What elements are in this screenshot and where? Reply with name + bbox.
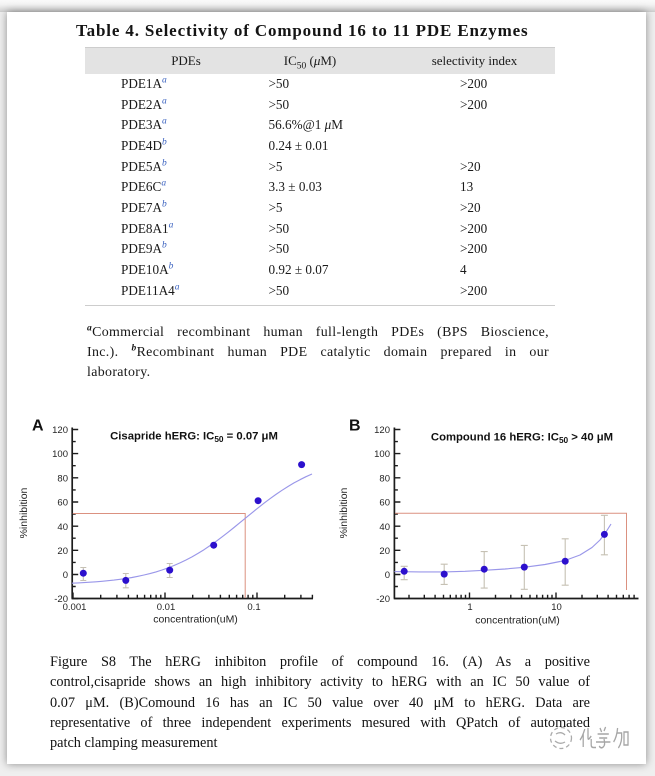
svg-text:-20: -20: [54, 594, 68, 605]
svg-text:80: 80: [57, 473, 68, 484]
svg-text:B: B: [349, 418, 361, 435]
svg-text:concentration(uM): concentration(uM): [153, 614, 238, 626]
svg-text:120: 120: [374, 425, 390, 436]
svg-text:80: 80: [379, 473, 390, 484]
svg-text:concentration(uM): concentration(uM): [475, 615, 560, 627]
svg-text:0.01: 0.01: [157, 602, 176, 613]
svg-text:120: 120: [52, 425, 68, 436]
svg-text:20: 20: [379, 546, 390, 557]
svg-text:-20: -20: [376, 594, 390, 605]
svg-text:1: 1: [467, 602, 472, 613]
svg-text:Compound 16 hERG: IC50 > 40 μM: Compound 16 hERG: IC50 > 40 μM: [431, 432, 613, 446]
svg-text:A: A: [32, 418, 44, 435]
svg-text:10: 10: [551, 602, 562, 613]
svg-text:40: 40: [57, 522, 68, 533]
svg-text:%inhibition: %inhibition: [338, 487, 350, 538]
svg-text:0: 0: [63, 570, 68, 581]
svg-text:100: 100: [52, 449, 68, 460]
svg-text:60: 60: [57, 498, 68, 509]
svg-text:40: 40: [379, 522, 390, 533]
svg-text:%inhibition: %inhibition: [18, 487, 30, 538]
svg-text:60: 60: [379, 498, 390, 509]
svg-text:0: 0: [385, 570, 390, 581]
svg-text:0.001: 0.001: [63, 602, 87, 613]
svg-text:20: 20: [57, 546, 68, 557]
svg-text:Cisapride hERG: IC50 = 0.07 μM: Cisapride hERG: IC50 = 0.07 μM: [110, 431, 278, 445]
svg-text:0.1: 0.1: [247, 602, 260, 613]
svg-text:100: 100: [374, 449, 390, 460]
